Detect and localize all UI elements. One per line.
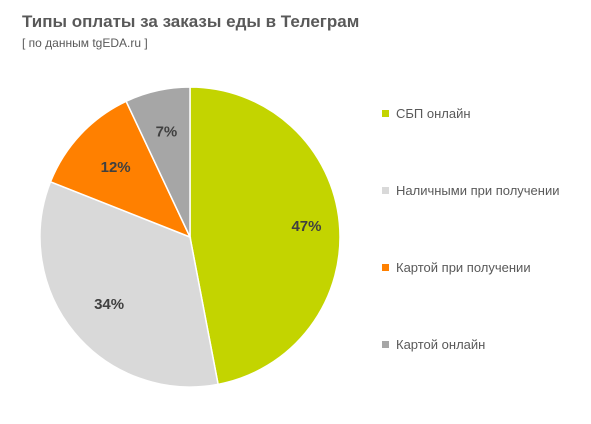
pie-slice-card-on-delivery [49, 100, 192, 239]
legend-item-cash-on-delivery: Наличными при получении [382, 183, 560, 198]
pie-slice-card-online [125, 86, 191, 238]
legend-swatch-card-online [382, 341, 389, 349]
legend-item-card-online: Картой онлайн [382, 337, 485, 352]
pie-slice-sbp-online [189, 86, 341, 386]
legend-item-sbp-online: СБП онлайн [382, 106, 471, 121]
legend-label-card-on-delivery: Картой при получении [396, 260, 531, 275]
chart-subtitle: [ по данным tgEDA.ru ] [22, 36, 148, 50]
slice-label-card-online: 7% [156, 124, 178, 141]
pie-slices [39, 86, 341, 388]
pie-slice-cash-on-delivery [39, 180, 219, 388]
chart-title: Типы оплаты за заказы еды в Телеграм [22, 12, 360, 31]
slice-label-cash-on-delivery: 34% [94, 296, 124, 313]
legend-swatch-cash-on-delivery [382, 187, 389, 195]
slice-label-card-on-delivery: 12% [101, 159, 131, 176]
legend-label-cash-on-delivery: Наличными при получении [396, 183, 560, 198]
legend-label-card-online: Картой онлайн [396, 337, 486, 352]
legend-swatch-card-on-delivery [382, 264, 389, 272]
pie-labels: 47% 34% 12% 7% [94, 124, 321, 313]
legend-label-sbp-online: СБП онлайн [396, 106, 471, 121]
slice-label-sbp-online: 47% [291, 218, 321, 235]
legend-item-card-on-delivery: Картой при получении [382, 260, 531, 275]
legend-swatch-sbp-online [382, 110, 389, 118]
